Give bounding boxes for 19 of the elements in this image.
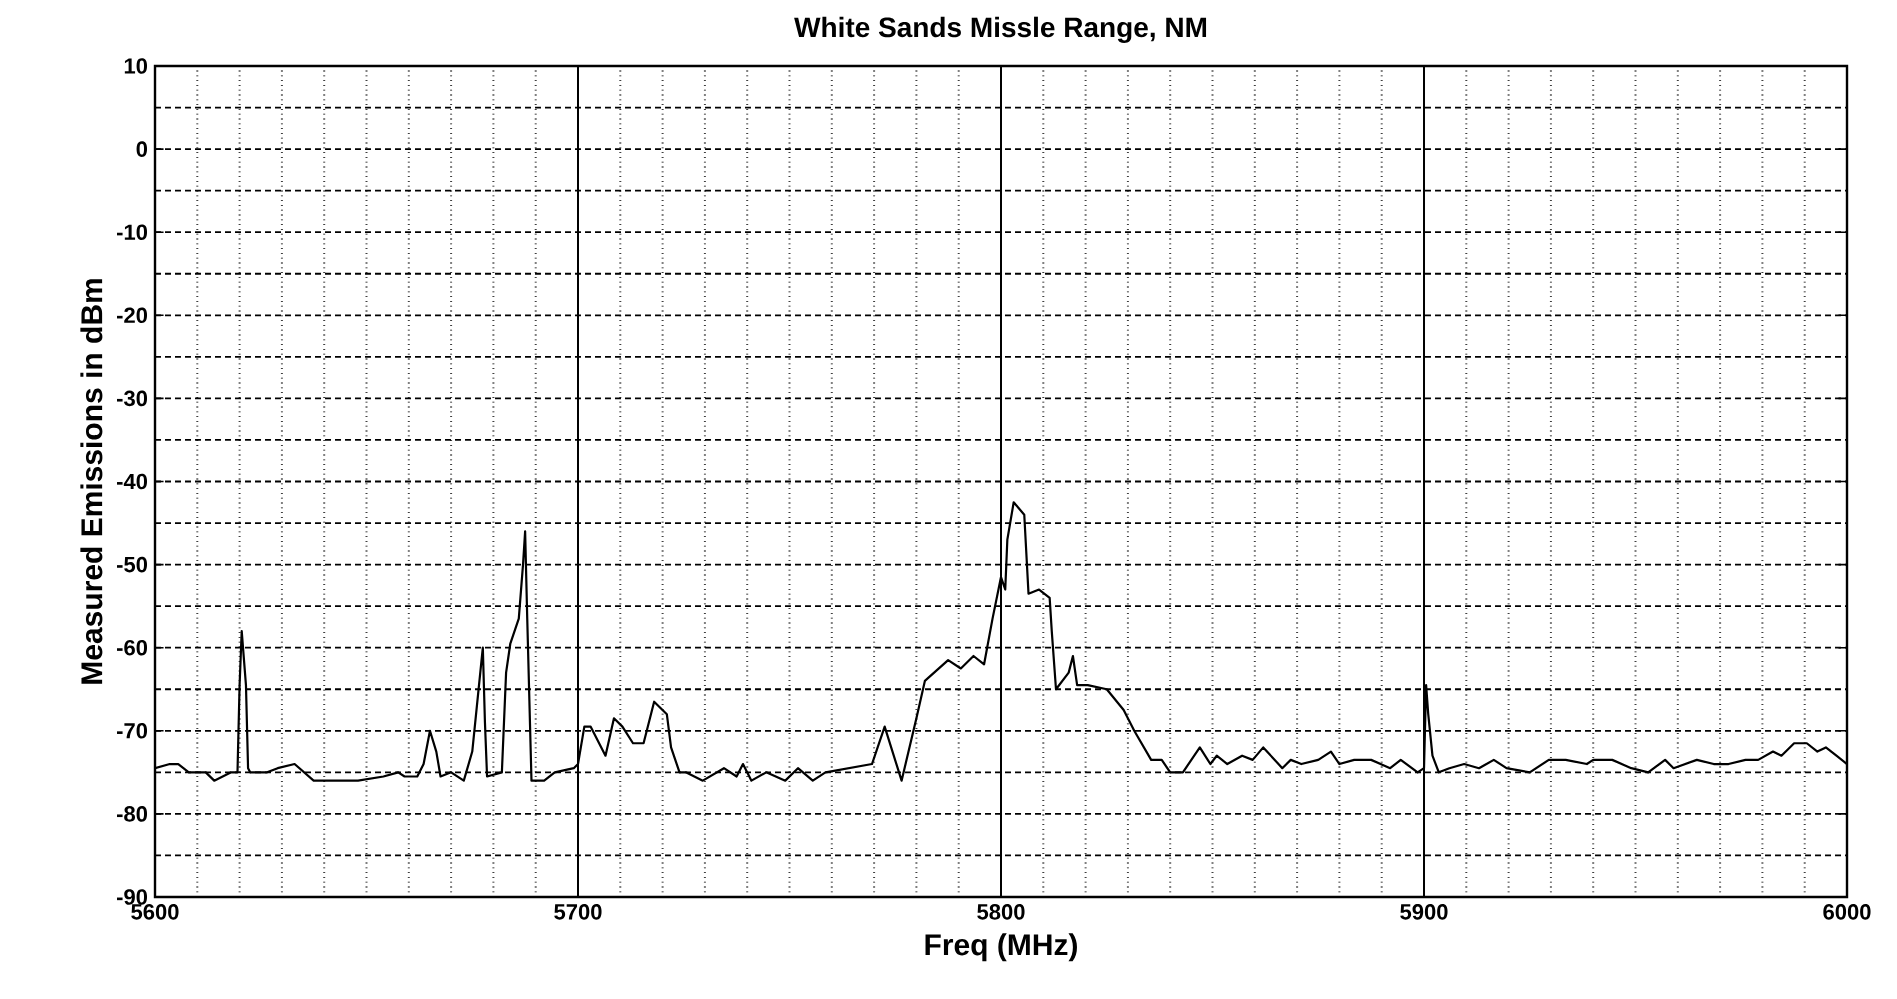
- x-tick-label: 5900: [1400, 904, 1448, 920]
- y-tick-label: -70: [116, 723, 148, 739]
- y-axis-title: Measured Emissions in dBm: [80, 279, 103, 684]
- y-tick-label: -20: [116, 307, 148, 324]
- x-tick-label: 6000: [1823, 904, 1871, 920]
- y-tick-label: -10: [116, 224, 148, 240]
- chart-title: White Sands Missle Range, NM: [794, 16, 1207, 43]
- y-tick-label: 0: [136, 141, 148, 157]
- y-tick-label: 10: [124, 58, 148, 74]
- y-tick-label: -40: [116, 473, 148, 490]
- x-tick-label: 5700: [554, 904, 602, 920]
- x-tick-label: 5800: [977, 904, 1025, 920]
- y-tick-label: -30: [116, 390, 148, 407]
- y-tick-label: -60: [116, 639, 148, 656]
- y-tick-label: -50: [116, 556, 148, 573]
- y-tick-label: -90: [116, 889, 148, 905]
- x-tick-label: 5600: [131, 904, 179, 920]
- y-tick-label: -80: [116, 806, 148, 822]
- x-axis-title: Freq (MHz): [925, 933, 1077, 962]
